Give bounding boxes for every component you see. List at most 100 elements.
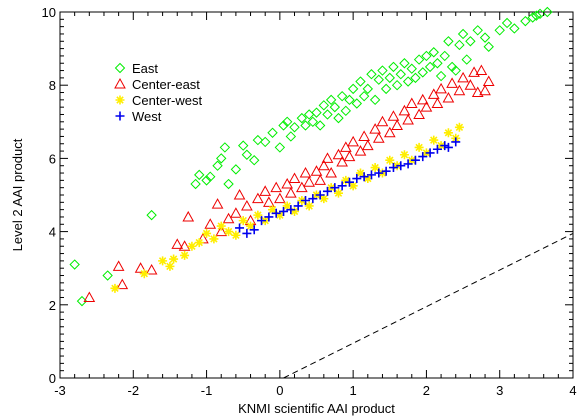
- data-point: [300, 120, 311, 131]
- data-point: [212, 160, 223, 171]
- x-tick-label: 0: [276, 383, 283, 398]
- data-point: [180, 250, 190, 260]
- data-point: [405, 97, 418, 108]
- data-point: [274, 192, 286, 204]
- data-point: [399, 150, 409, 160]
- data-point: [443, 128, 453, 138]
- data-point: [383, 126, 396, 138]
- data-point: [417, 67, 428, 78]
- data-point: [285, 131, 297, 142]
- data-point: [264, 212, 274, 222]
- data-point: [263, 196, 275, 207]
- data-point: [279, 206, 289, 216]
- data-point: [115, 111, 125, 121]
- legend-item-center-east: Center-east: [114, 77, 200, 92]
- data-point: [358, 130, 370, 141]
- data-point: [388, 61, 399, 73]
- data-point: [385, 155, 395, 165]
- data-point: [315, 190, 325, 200]
- data-point: [381, 166, 391, 176]
- data-point: [339, 141, 352, 152]
- data-point: [366, 69, 377, 80]
- data-point: [83, 291, 96, 302]
- data-point: [318, 100, 330, 111]
- data-point: [134, 262, 147, 273]
- data-point: [304, 201, 314, 211]
- data-point: [314, 120, 326, 131]
- data-point: [222, 212, 235, 224]
- data-point: [531, 10, 542, 21]
- data-point: [290, 206, 300, 216]
- data-point: [322, 109, 333, 120]
- data-point: [402, 113, 414, 125]
- data-point: [363, 174, 373, 184]
- data-point: [241, 199, 253, 211]
- data-point: [483, 41, 494, 52]
- x-tick-label: 1: [350, 383, 357, 398]
- data-point: [420, 101, 433, 112]
- x-tick-label: 4: [569, 383, 576, 398]
- data-point: [329, 101, 341, 113]
- data-point: [223, 178, 234, 190]
- data-point: [274, 142, 286, 153]
- data-point: [158, 256, 168, 266]
- data-point: [471, 86, 484, 98]
- data-point: [402, 76, 414, 87]
- data-point: [352, 174, 362, 184]
- data-point: [520, 15, 531, 27]
- y-tick-label: 0: [49, 371, 56, 386]
- data-point: [275, 210, 285, 220]
- data-point: [361, 139, 374, 151]
- data-point: [259, 136, 271, 148]
- data-point: [235, 223, 245, 233]
- data-point: [457, 71, 469, 83]
- data-point: [443, 36, 454, 47]
- series-layer: [69, 6, 574, 379]
- data-point: [479, 32, 491, 43]
- data-point: [340, 105, 352, 117]
- data-point: [238, 216, 248, 226]
- data-point: [333, 112, 344, 124]
- data-point: [461, 54, 472, 65]
- data-point: [424, 61, 436, 73]
- data-point: [454, 122, 464, 132]
- data-point: [344, 94, 355, 106]
- data-point: [509, 23, 520, 34]
- data-point: [230, 207, 242, 218]
- data-point: [376, 115, 389, 127]
- data-point: [296, 112, 308, 124]
- data-point: [359, 172, 369, 182]
- data-point: [182, 210, 195, 222]
- data-point: [351, 98, 363, 109]
- data-point: [410, 72, 421, 84]
- y-axis-label: Level 2 AAI product: [10, 138, 25, 251]
- y-tick-label: 4: [49, 225, 56, 240]
- data-point: [377, 65, 388, 76]
- data-point: [454, 39, 465, 51]
- y-tick-label: 10: [42, 5, 56, 20]
- data-point: [435, 70, 447, 82]
- data-point: [282, 201, 292, 211]
- data-point: [216, 221, 226, 231]
- x-tick-label: -2: [128, 383, 140, 398]
- data-point: [413, 54, 425, 65]
- data-point: [416, 93, 429, 105]
- data-point: [348, 181, 358, 191]
- data-point: [374, 168, 384, 178]
- data-point: [295, 181, 308, 193]
- data-point: [450, 65, 461, 76]
- data-point: [165, 261, 175, 271]
- legend-item-east: East: [114, 61, 158, 76]
- data-point: [494, 25, 505, 36]
- legend-item-center-west: Center-west: [115, 93, 202, 108]
- data-point: [388, 163, 398, 173]
- legend-label: Center-west: [132, 93, 202, 108]
- data-point: [347, 135, 359, 147]
- data-point: [270, 181, 283, 193]
- data-point: [321, 152, 334, 163]
- data-point: [115, 95, 125, 105]
- data-point: [205, 171, 216, 182]
- data-point: [432, 144, 442, 154]
- data-point: [116, 278, 129, 290]
